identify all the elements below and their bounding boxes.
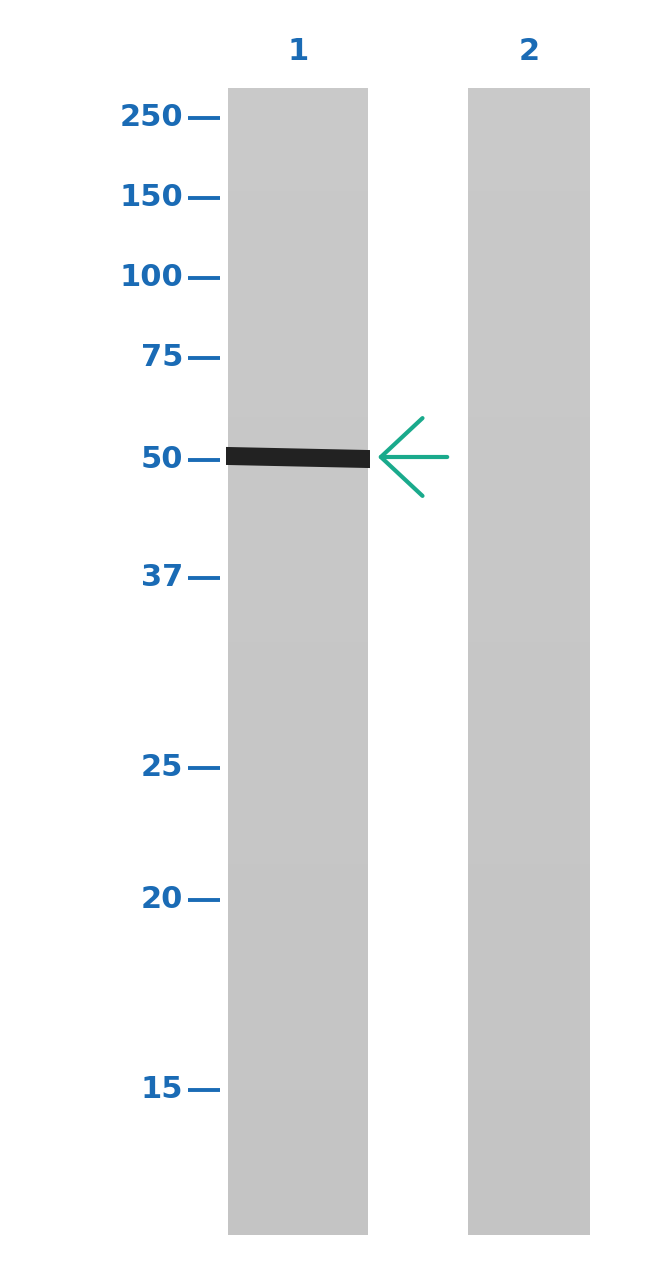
Text: 25: 25 (140, 753, 183, 782)
Text: 75: 75 (140, 343, 183, 372)
Polygon shape (226, 447, 370, 469)
Text: 1: 1 (287, 38, 309, 66)
Text: 20: 20 (140, 885, 183, 914)
Text: 100: 100 (119, 263, 183, 292)
Text: 50: 50 (140, 446, 183, 475)
Text: 150: 150 (119, 183, 183, 212)
Text: 37: 37 (141, 564, 183, 593)
Text: 2: 2 (519, 38, 540, 66)
Text: 15: 15 (140, 1076, 183, 1105)
Text: 250: 250 (120, 103, 183, 132)
